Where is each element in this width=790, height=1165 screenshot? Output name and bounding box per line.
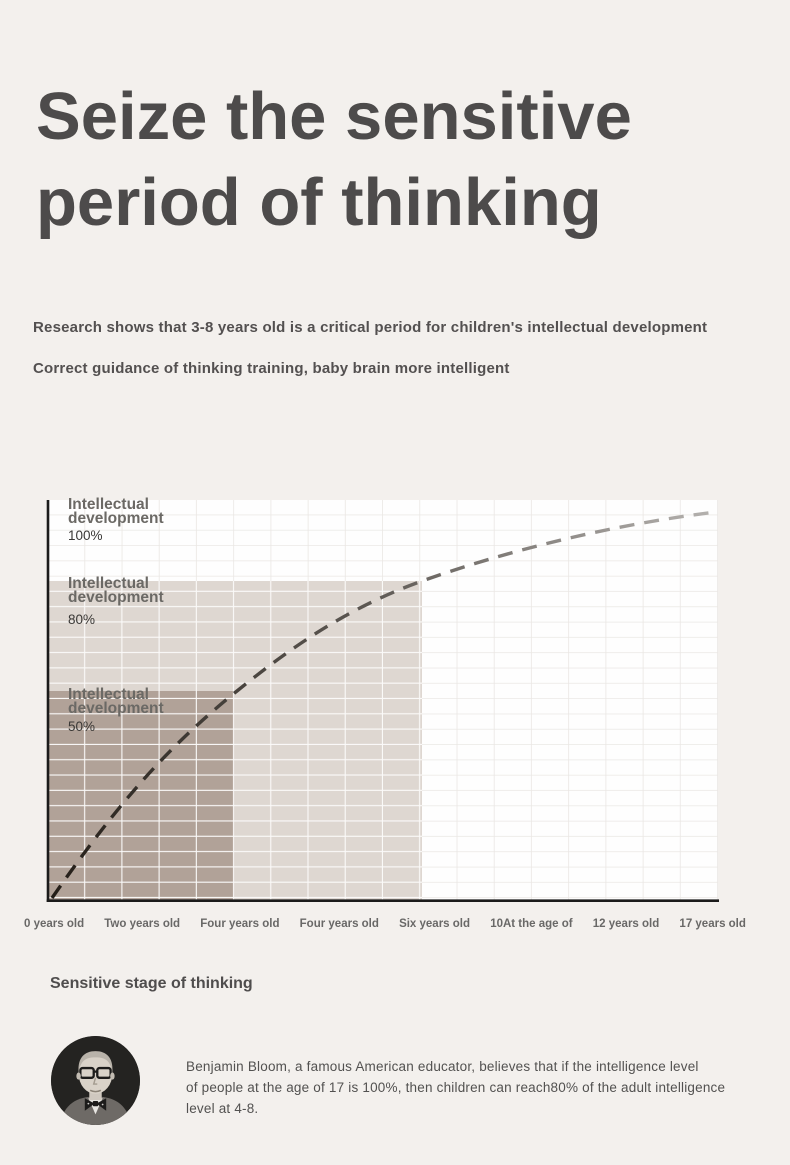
x-axis-tick-labels: 0 years old Two years old Four years old… <box>24 918 746 930</box>
x-tick-0: 0 years old <box>24 918 85 930</box>
development-curve <box>50 510 717 899</box>
page-title-line-1: Seize the sensitive <box>36 79 632 154</box>
x-tick-2: Four years old <box>200 918 280 930</box>
bloom-bio-text: Benjamin Bloom, a famous American educat… <box>186 1056 766 1119</box>
region-50-percent-grid <box>48 691 234 901</box>
annotation-80-value: 80% <box>68 612 96 627</box>
bloom-bio-line-1: Benjamin Bloom, a famous American educat… <box>186 1059 699 1074</box>
x-tick-1: Two years old <box>104 918 181 930</box>
annotation-100-label: Intellectual development <box>68 496 164 527</box>
benjamin-bloom-photo <box>51 1036 140 1125</box>
annotation-100-percent: Intellectual development 100% <box>68 496 186 543</box>
annotation-100-value: 100% <box>68 528 103 543</box>
x-tick-7: 17 years old <box>679 918 746 930</box>
bloom-bio-line-2: of people at the age of 17 is 100%, then… <box>186 1080 726 1095</box>
x-tick-3: Four years old <box>299 918 379 930</box>
x-tick-6: 12 years old <box>592 918 660 930</box>
subtitle-research: Research shows that 3-8 years old is a c… <box>33 319 708 336</box>
page-title-line-2: period of thinking <box>36 165 602 240</box>
subtitle-guidance: Correct guidance of thinking training, b… <box>33 360 510 377</box>
annotation-50-label: Intellectual development <box>68 686 164 717</box>
bloom-bio-line-3: level at 4-8. <box>186 1101 259 1116</box>
development-chart <box>46 500 719 903</box>
annotation-80-percent: Intellectual development 80% <box>68 575 186 627</box>
annotation-80-label: Intellectual development <box>68 575 164 606</box>
page-title: Seize the sensitive period of thinking <box>36 74 632 246</box>
x-tick-5: 10At the age of <box>490 918 573 930</box>
annotation-50-value: 50% <box>68 719 96 734</box>
benjamin-bloom-portrait-illustration <box>51 1036 140 1125</box>
x-tick-4: Six years old <box>399 918 471 930</box>
section-heading: Sensitive stage of thinking <box>50 975 253 992</box>
annotation-50-percent: Intellectual development 50% <box>68 686 186 734</box>
